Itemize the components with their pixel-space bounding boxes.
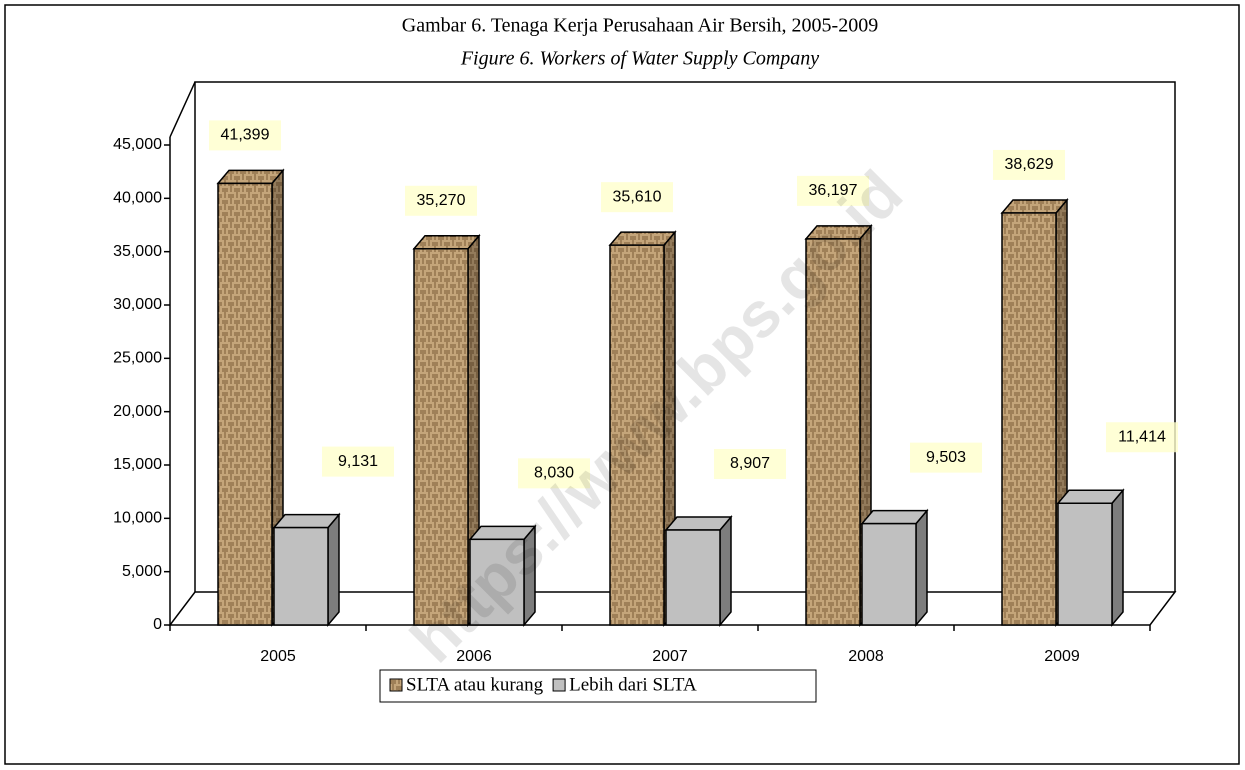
bar-side-shade (1112, 490, 1123, 625)
y-tick-label: 15,000 (113, 456, 162, 473)
bar (664, 514, 733, 628)
value-label: 8,030 (534, 465, 574, 482)
bar-front (273, 526, 329, 626)
y-axis-diag (169, 81, 196, 138)
bar (412, 233, 481, 628)
bar-top (860, 509, 929, 525)
value-label: 41,399 (221, 127, 270, 144)
value-label-bg (601, 182, 673, 213)
bar (272, 512, 341, 628)
bar-front (805, 238, 861, 626)
x-tick-label: 2008 (848, 648, 884, 665)
value-label-bg (322, 446, 394, 477)
value-label-bg (209, 120, 281, 151)
value-label-bg (714, 448, 786, 479)
value-label: 36,197 (809, 182, 858, 199)
y-tick-label: 0 (153, 616, 162, 633)
bar (1056, 488, 1125, 628)
x-tick-label: 2006 (456, 648, 492, 665)
value-label-bg (910, 442, 982, 473)
value-label-bg (405, 185, 477, 216)
y-tick-label: 20,000 (113, 403, 162, 420)
value-label-bg (518, 458, 590, 489)
bar-top (664, 516, 733, 531)
y-tick-label: 10,000 (113, 510, 162, 527)
value-label: 8,907 (730, 455, 770, 472)
legend-label: Lebih dari SLTA (569, 674, 697, 695)
value-label: 35,270 (417, 192, 466, 209)
bar-front (609, 244, 665, 626)
value-label: 9,503 (926, 449, 966, 466)
bar-front (469, 538, 525, 626)
bar (608, 230, 677, 628)
chart-subtitle: Figure 6. Workers of Water Supply Compan… (460, 48, 819, 70)
chart-title: Gambar 6. Tenaga Kerja Perusahaan Air Be… (402, 15, 878, 37)
bar (468, 524, 537, 628)
value-label: 38,629 (1005, 156, 1054, 173)
legend: SLTA atau kurang Lebih dari SLTA (379, 669, 817, 703)
y-tick-label: 30,000 (113, 296, 162, 313)
y-tick-label: 40,000 (113, 190, 162, 207)
x-tick-label: 2007 (652, 648, 688, 665)
bar-side-shade (328, 514, 339, 625)
value-label: 9,131 (338, 453, 378, 470)
bar-front (217, 182, 273, 626)
value-label-bg (993, 149, 1065, 180)
bar (216, 168, 285, 628)
value-label: 35,610 (613, 188, 662, 205)
value-label-bg (797, 175, 869, 206)
value-label-bg (1106, 422, 1178, 453)
bar (860, 508, 929, 628)
bar-side-shade (524, 526, 535, 625)
bar-top (272, 513, 341, 529)
value-label: 11,414 (1118, 428, 1166, 445)
bar-top (1000, 199, 1069, 214)
x-tick-label: 2009 (1044, 648, 1080, 665)
bar-top (608, 231, 677, 246)
y-tick-label: 25,000 (113, 350, 162, 367)
bar-front (1001, 212, 1057, 626)
bar-top (412, 235, 481, 250)
x-tick-label: 2005 (260, 648, 296, 665)
legend-swatch (552, 678, 566, 692)
bar-front (413, 248, 469, 626)
bar-top (216, 169, 285, 185)
back-wall (194, 81, 1176, 592)
bar-side-shade (272, 170, 283, 626)
y-tick-label: 45,000 (113, 136, 162, 153)
legend-swatch (389, 678, 403, 692)
legend-box (379, 669, 817, 703)
bar-front (861, 522, 917, 626)
bar-front (665, 529, 721, 626)
y-tick-label: 35,000 (113, 243, 162, 260)
legend-label: SLTA atau kurang (406, 674, 544, 695)
bar-side-shade (916, 510, 927, 625)
y-tick-label: 5,000 (122, 563, 162, 580)
bar-side-shade (468, 235, 479, 625)
bar-front (1057, 502, 1113, 626)
bar-side-shade (720, 516, 731, 625)
bar-top (1056, 489, 1125, 505)
